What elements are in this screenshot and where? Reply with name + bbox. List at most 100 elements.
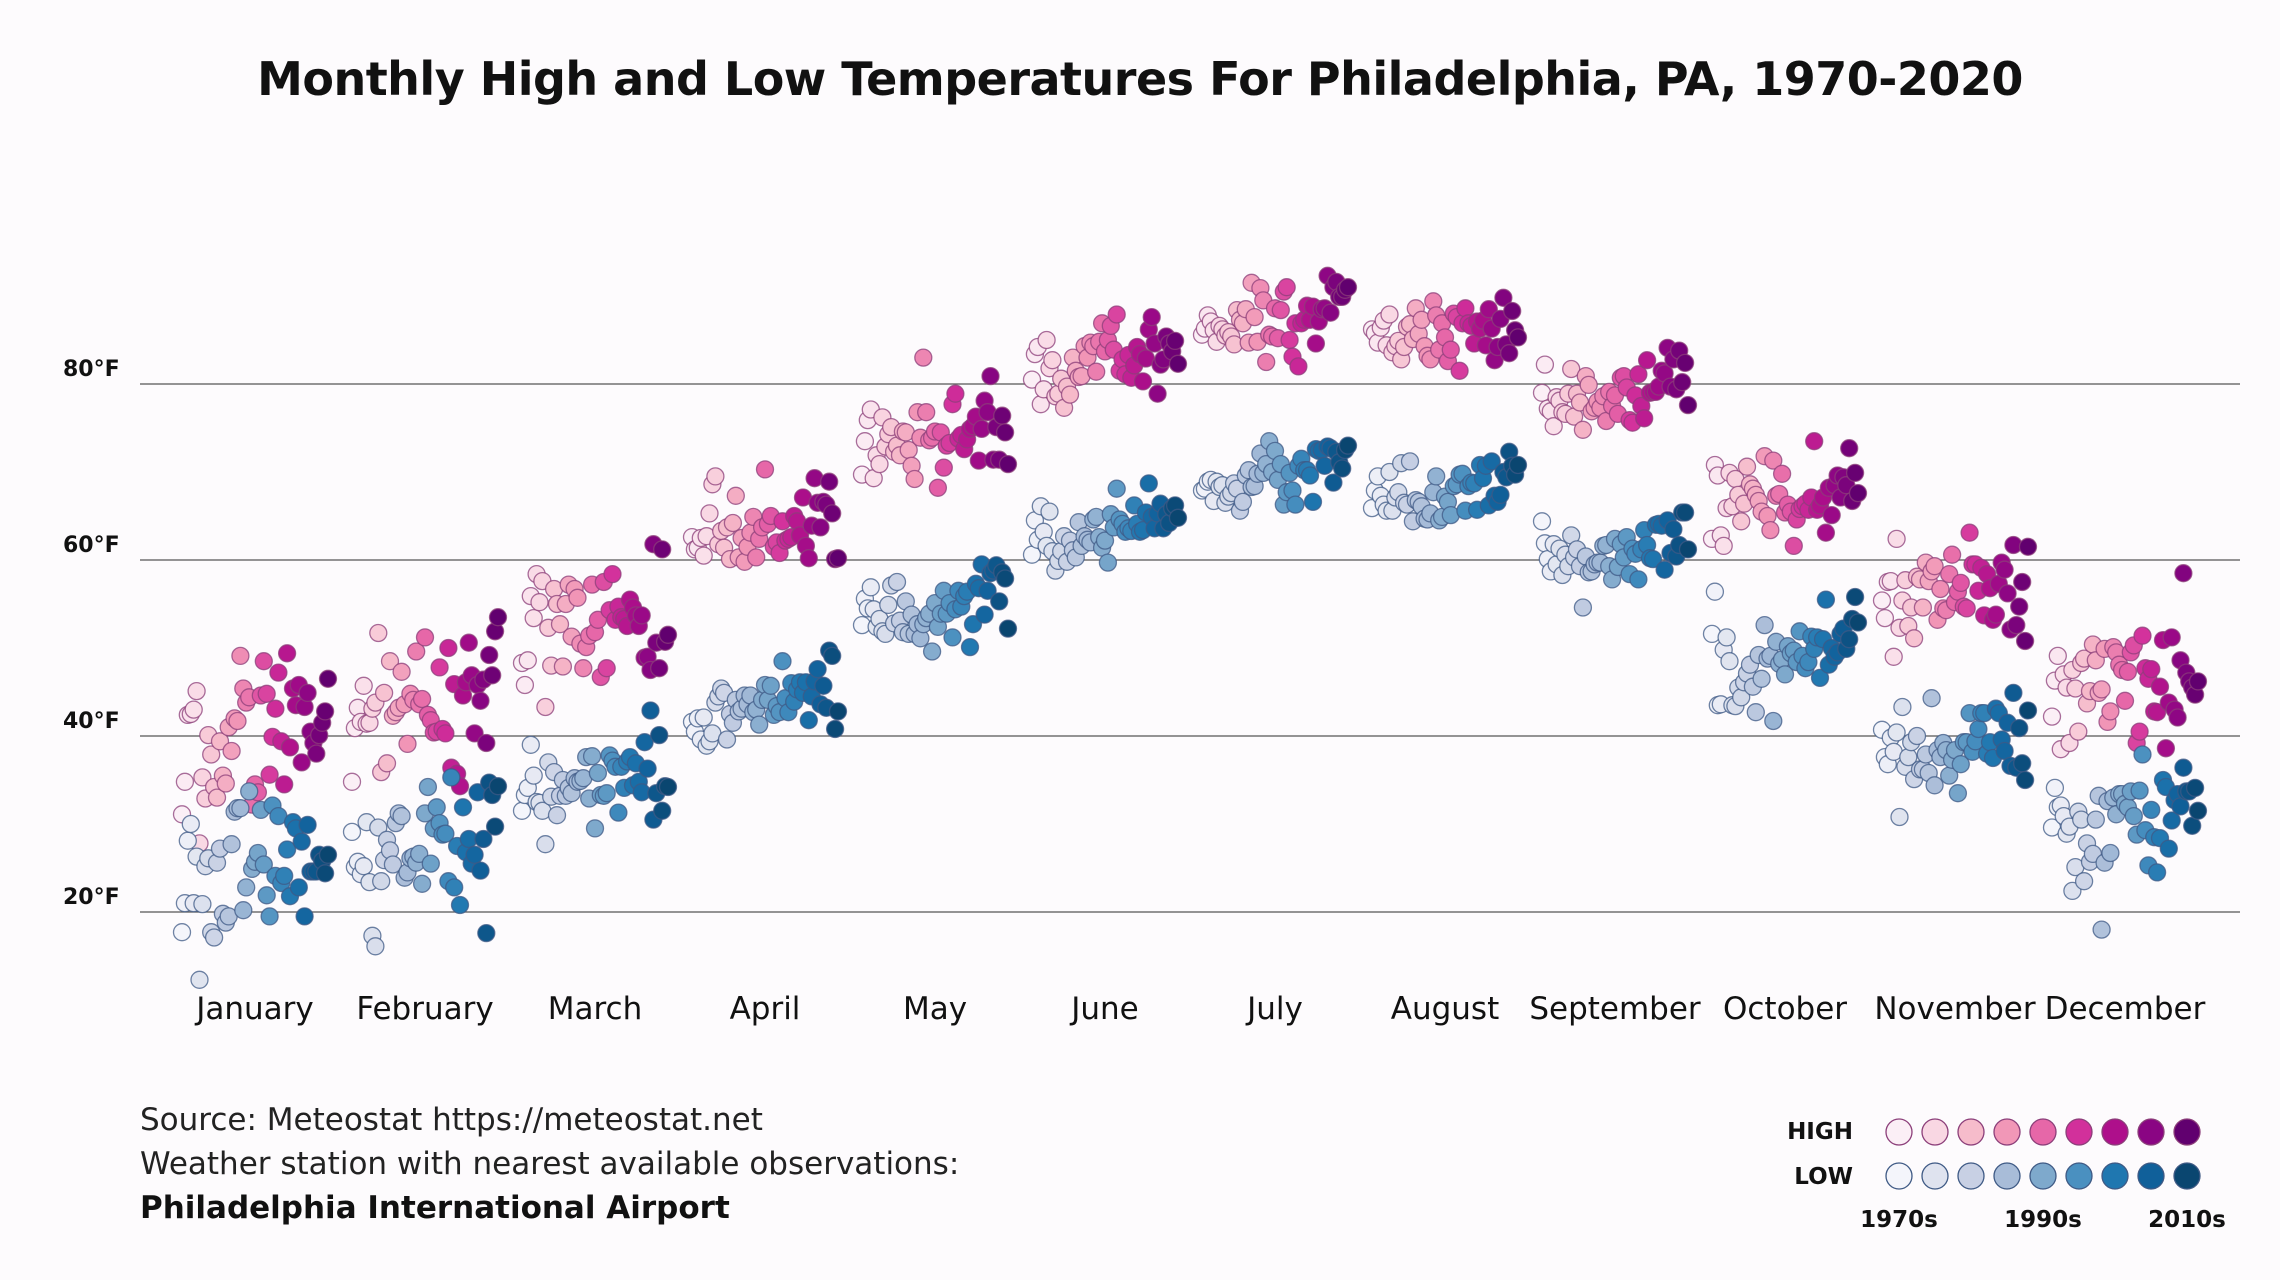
high-point-march: [553, 657, 573, 676]
low-point-october: [1746, 703, 1765, 722]
low-point-may: [922, 642, 942, 661]
high-point-january: [298, 683, 317, 703]
low-point-march: [521, 735, 540, 754]
low-point-may: [998, 619, 1018, 638]
low-point-january: [254, 855, 273, 874]
high-point-november: [1872, 591, 1892, 610]
legend-high-swatch: [1921, 1118, 1949, 1146]
high-point-february: [369, 623, 388, 643]
legend-low-swatch: [1957, 1162, 1985, 1190]
high-point-december: [2162, 628, 2181, 647]
low-point-march: [585, 819, 605, 838]
low-point-february: [383, 855, 403, 874]
low-point-december: [2185, 778, 2205, 798]
high-point-december: [2130, 722, 2149, 741]
low-point-april: [808, 659, 827, 679]
high-point-december: [2174, 564, 2193, 583]
legend-high-swatch: [1993, 1118, 2021, 1146]
low-point-january: [178, 831, 197, 850]
low-point-january: [204, 928, 224, 947]
high-point-november: [1986, 605, 2006, 624]
low-point-november: [2004, 683, 2023, 703]
low-point-january: [237, 878, 256, 897]
high-point-august: [1380, 305, 1399, 324]
low-point-november: [2010, 718, 2029, 738]
low-point-march: [536, 835, 555, 854]
low-point-december: [2159, 839, 2178, 858]
high-point-june: [1133, 372, 1153, 391]
high-point-april: [828, 549, 848, 568]
low-point-october: [1717, 628, 1736, 647]
high-point-august: [1500, 344, 1519, 363]
low-point-july: [1286, 495, 1305, 514]
x-tick-label: September: [1529, 991, 1701, 1027]
low-point-january: [193, 894, 212, 914]
legend: HIGH LOW 1970s 1990s 2010s: [1787, 1118, 2226, 1233]
low-point-february: [421, 854, 440, 873]
low-point-april: [823, 646, 842, 666]
high-point-february: [398, 734, 417, 754]
high-point-october: [1764, 451, 1783, 470]
low-point-may: [975, 605, 994, 624]
high-point-september: [1673, 373, 1692, 392]
low-point-april: [773, 652, 792, 671]
high-point-january: [187, 681, 206, 701]
legend-decade-2010s: 2010s: [2148, 1207, 2226, 1233]
high-point-june: [1168, 354, 1188, 373]
legend-decade-1970s: 1970s: [1860, 1207, 1938, 1233]
high-point-december: [2069, 722, 2088, 741]
high-point-may: [995, 423, 1015, 442]
high-point-july: [1338, 278, 1358, 297]
low-point-october: [1845, 587, 1865, 607]
low-point-january: [277, 840, 297, 859]
low-point-may: [943, 628, 962, 647]
low-point-february: [453, 798, 473, 817]
high-point-october: [1737, 457, 1757, 476]
low-point-april: [717, 730, 737, 749]
high-point-april: [820, 472, 839, 491]
high-point-february: [477, 733, 496, 753]
high-point-january: [277, 644, 297, 663]
high-point-january: [184, 700, 203, 719]
low-point-november: [1951, 755, 1970, 774]
low-point-september: [1678, 540, 1698, 559]
high-point-november: [1957, 599, 1976, 618]
low-point-march: [658, 777, 678, 797]
low-point-december: [2124, 806, 2143, 826]
high-point-march: [524, 608, 543, 628]
low-point-january: [275, 866, 294, 886]
low-point-august: [1482, 452, 1501, 471]
x-tick-label: April: [730, 991, 801, 1027]
low-point-february: [410, 844, 429, 864]
low-point-december: [2092, 920, 2111, 939]
low-point-january: [298, 815, 317, 835]
high-point-february: [380, 652, 400, 671]
high-point-april: [694, 546, 713, 565]
high-point-february: [480, 645, 499, 665]
x-tick-label: June: [1069, 991, 1139, 1027]
low-point-july: [1338, 436, 1358, 455]
high-point-june: [1142, 307, 1161, 327]
y-tick-label: 20°F: [63, 885, 120, 910]
low-point-march: [582, 747, 602, 766]
low-point-march: [641, 701, 660, 720]
low-point-september: [1675, 503, 1695, 522]
low-point-march: [609, 803, 628, 822]
low-point-february: [342, 822, 362, 842]
low-point-january: [181, 814, 200, 834]
high-point-november: [2018, 537, 2038, 556]
x-tick-label: January: [194, 991, 314, 1027]
high-point-january: [193, 768, 212, 787]
low-point-june: [1095, 531, 1115, 550]
low-point-december: [2142, 800, 2161, 820]
low-point-november: [2015, 770, 2035, 790]
low-point-march: [547, 806, 567, 825]
high-point-december: [2188, 672, 2208, 691]
high-point-april: [706, 467, 725, 486]
low-point-february: [412, 874, 432, 893]
low-point-march: [635, 733, 654, 752]
low-point-may: [879, 595, 898, 615]
low-point-april: [750, 715, 769, 734]
low-point-february: [366, 937, 385, 956]
